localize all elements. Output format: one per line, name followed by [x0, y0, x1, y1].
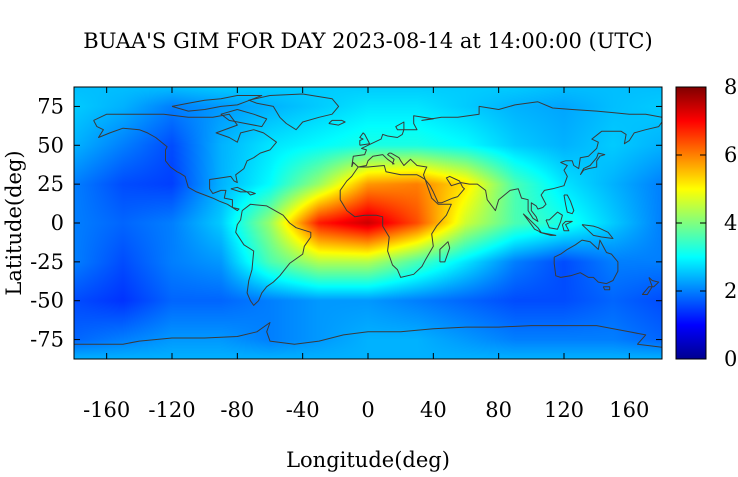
y-axis: 75 50 25 0 -25 -50 -75 — [30, 94, 662, 352]
x-tick-label: -160 — [83, 398, 130, 422]
y-tick-label: 75 — [37, 94, 64, 118]
coastline — [351, 101, 662, 222]
x-axis: -160 -120 -80 -40 0 40 80 120 160 — [83, 87, 649, 422]
colorbar-axis: 0 2 4 6 8 — [676, 75, 737, 371]
x-tick-label: -120 — [148, 398, 195, 422]
x-tick-label: 120 — [544, 398, 584, 422]
coastline — [328, 119, 346, 126]
coastline — [246, 191, 256, 196]
chart-title: BUAA'S GIM FOR DAY 2023-08-14 at 14:00:0… — [83, 29, 652, 53]
x-tick-label: 0 — [361, 398, 374, 422]
x-axis-label: Longitude(deg) — [286, 448, 450, 472]
x-tick-label: -80 — [220, 398, 254, 422]
coastline — [220, 109, 268, 128]
coastlines-layer — [74, 93, 662, 348]
y-tick-label: 0 — [51, 211, 64, 235]
colorbar-tick-label: 0 — [724, 347, 737, 371]
coastline — [641, 277, 660, 295]
coastline — [171, 95, 263, 112]
coastline — [561, 220, 573, 232]
colorbar-tick-label: 2 — [724, 279, 737, 303]
plot-area: -160 -120 -80 -40 0 40 80 120 160 7550250-25-50-… — [30, 86, 663, 422]
coastline — [579, 152, 606, 176]
y-tick-label: -75 — [30, 328, 64, 352]
coastline — [563, 194, 575, 215]
coastline — [339, 165, 452, 278]
coastline — [230, 186, 248, 193]
x-tick-label: 80 — [485, 398, 512, 422]
colorbar-tick-label: 8 — [724, 75, 737, 99]
tec-heatmap — [74, 87, 662, 359]
x-tick-label: -40 — [286, 398, 320, 422]
y-axis-label: Latitude(deg) — [2, 150, 26, 295]
coastline — [235, 203, 312, 306]
coastline — [602, 286, 611, 291]
y-tick-label: 50 — [37, 133, 64, 157]
coastline — [74, 322, 662, 348]
coastline — [553, 239, 619, 285]
colorbar: 0 2 4 6 8 — [675, 75, 737, 371]
colorbar-tick-label: 6 — [724, 143, 737, 167]
coastline — [545, 211, 563, 230]
coastline — [581, 224, 614, 239]
coastline — [359, 132, 371, 146]
coastline — [439, 241, 451, 263]
coastline — [539, 231, 557, 236]
y-tick-label: -50 — [30, 289, 64, 313]
colorbar-tick-label: 4 — [724, 211, 737, 235]
coastline — [248, 93, 340, 131]
x-tick-label: 160 — [609, 398, 649, 422]
x-tick-label: 40 — [420, 398, 447, 422]
coastline — [93, 113, 277, 212]
y-tick-label: -25 — [30, 250, 64, 274]
y-tick-label: 25 — [37, 172, 64, 196]
